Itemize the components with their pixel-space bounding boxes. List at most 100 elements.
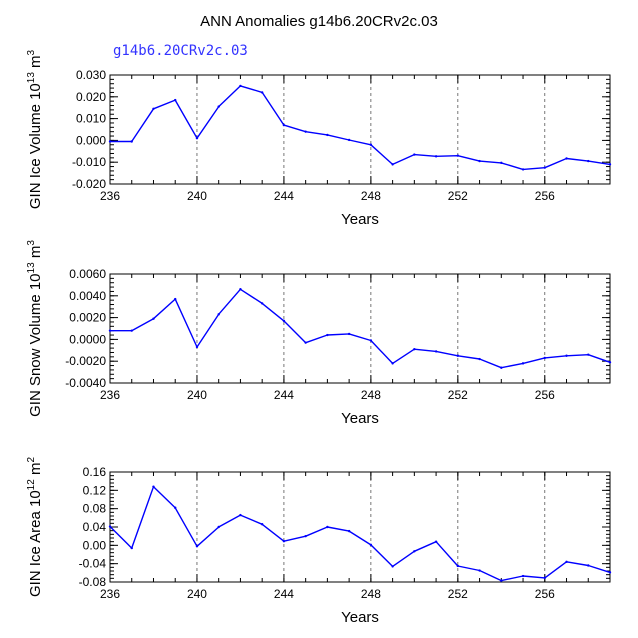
data-point — [391, 565, 394, 568]
y-tick-label: -0.08 — [79, 575, 107, 589]
panel-snow-volume: 236 240 244 248 252 256 -0.0040 -0.0020 0.0000 0.… — [26, 240, 612, 427]
data-point — [217, 313, 220, 316]
data-point — [130, 329, 133, 332]
data-point — [456, 354, 460, 357]
data-point — [587, 564, 590, 567]
data-point — [456, 154, 460, 157]
data-point — [217, 525, 220, 529]
data-point — [282, 123, 286, 127]
data-point — [608, 163, 612, 166]
data-point — [282, 319, 286, 323]
data-point — [478, 159, 481, 163]
data-point — [521, 168, 525, 171]
x-tick-label: 244 — [274, 587, 294, 601]
series-line-ice-area — [109, 486, 611, 582]
x-tick-label: 236 — [100, 388, 120, 402]
y-tick-label: 0.08 — [83, 502, 107, 516]
data-point — [260, 302, 264, 305]
data-point — [152, 485, 155, 488]
data-point — [608, 361, 612, 364]
x-tick-label: 240 — [187, 189, 207, 203]
data-point — [326, 333, 329, 337]
data-point — [565, 560, 568, 564]
data-point — [478, 357, 481, 361]
data-point — [500, 366, 503, 369]
data-point — [521, 362, 525, 365]
data-point — [326, 133, 329, 137]
data-point — [347, 138, 351, 142]
x-tick-label: 248 — [361, 189, 381, 203]
data-point — [543, 356, 546, 360]
data-point — [174, 506, 177, 509]
x-tick-label: 248 — [361, 388, 381, 402]
data-point — [413, 348, 416, 351]
data-point — [282, 540, 286, 543]
data-point — [304, 130, 307, 133]
y-tick-label: 0.04 — [83, 520, 107, 534]
data-point — [369, 339, 373, 342]
y-tick-label: 0.0040 — [69, 289, 106, 303]
x-tick-label: 240 — [187, 388, 207, 402]
data-point — [413, 153, 416, 156]
data-point — [478, 569, 481, 572]
data-point — [326, 525, 329, 529]
data-point — [195, 137, 199, 140]
data-point — [391, 163, 394, 166]
data-point — [239, 513, 242, 517]
data-point — [543, 166, 546, 169]
chart-title: ANN Anomalies g14b6.20CRv2c.03 — [200, 13, 438, 30]
data-point — [369, 143, 373, 146]
data-point — [608, 571, 612, 574]
y-axis-title: GIN Snow Volume 1013 m3 — [26, 240, 44, 417]
y-tick-label: 0.020 — [76, 90, 106, 104]
y-tick-label: 0.0000 — [69, 332, 106, 346]
x-tick-label: 252 — [448, 587, 468, 601]
data-point — [108, 525, 112, 528]
x-tick-label: 256 — [535, 388, 555, 402]
data-point — [152, 317, 155, 320]
data-point — [195, 545, 199, 548]
data-point — [239, 288, 242, 291]
y-tick-label: -0.0040 — [65, 376, 106, 390]
data-point — [434, 155, 438, 158]
data-point — [565, 354, 568, 357]
data-point — [587, 353, 590, 356]
x-axis-title: Years — [341, 609, 379, 626]
x-tick-label: 248 — [361, 587, 381, 601]
data-point — [260, 523, 264, 526]
chart-panels: 236 240 244 248 252 256 -0.020 -0.010 0.000 0.010… — [26, 49, 612, 626]
data-point — [108, 329, 112, 332]
y-tick-label: -0.020 — [72, 177, 106, 191]
data-point — [500, 579, 503, 582]
y-tick-label: -0.010 — [72, 155, 106, 169]
data-point — [565, 157, 568, 160]
x-axis-title: Years — [341, 211, 379, 228]
data-point — [304, 341, 307, 344]
data-point — [195, 345, 199, 349]
series-line-snow-volume — [110, 288, 611, 369]
y-tick-label: 0.00 — [83, 538, 107, 552]
y-tick-label: -0.04 — [79, 557, 107, 571]
x-tick-label: 240 — [187, 587, 207, 601]
data-point — [434, 540, 438, 543]
data-point — [543, 576, 546, 580]
y-axis-title: GIN Ice Volume 1013 m3 — [26, 49, 44, 209]
data-point — [391, 362, 394, 365]
data-point — [217, 105, 220, 108]
data-point — [108, 140, 112, 143]
data-point — [369, 543, 373, 547]
data-point — [174, 297, 177, 301]
y-tick-label: 0.0060 — [69, 267, 106, 281]
y-tick-label: 0.0020 — [69, 311, 106, 325]
y-tick-label: 0.16 — [83, 465, 107, 479]
data-point — [413, 550, 416, 553]
data-point — [260, 91, 264, 94]
legend-label: g14b6.20CRv2c.03 — [113, 43, 248, 59]
plot-frame — [109, 471, 611, 583]
x-tick-label: 236 — [100, 587, 120, 601]
y-tick-label: 0.12 — [83, 483, 107, 497]
data-point — [434, 350, 438, 353]
data-point — [347, 529, 351, 533]
data-point — [152, 107, 155, 110]
